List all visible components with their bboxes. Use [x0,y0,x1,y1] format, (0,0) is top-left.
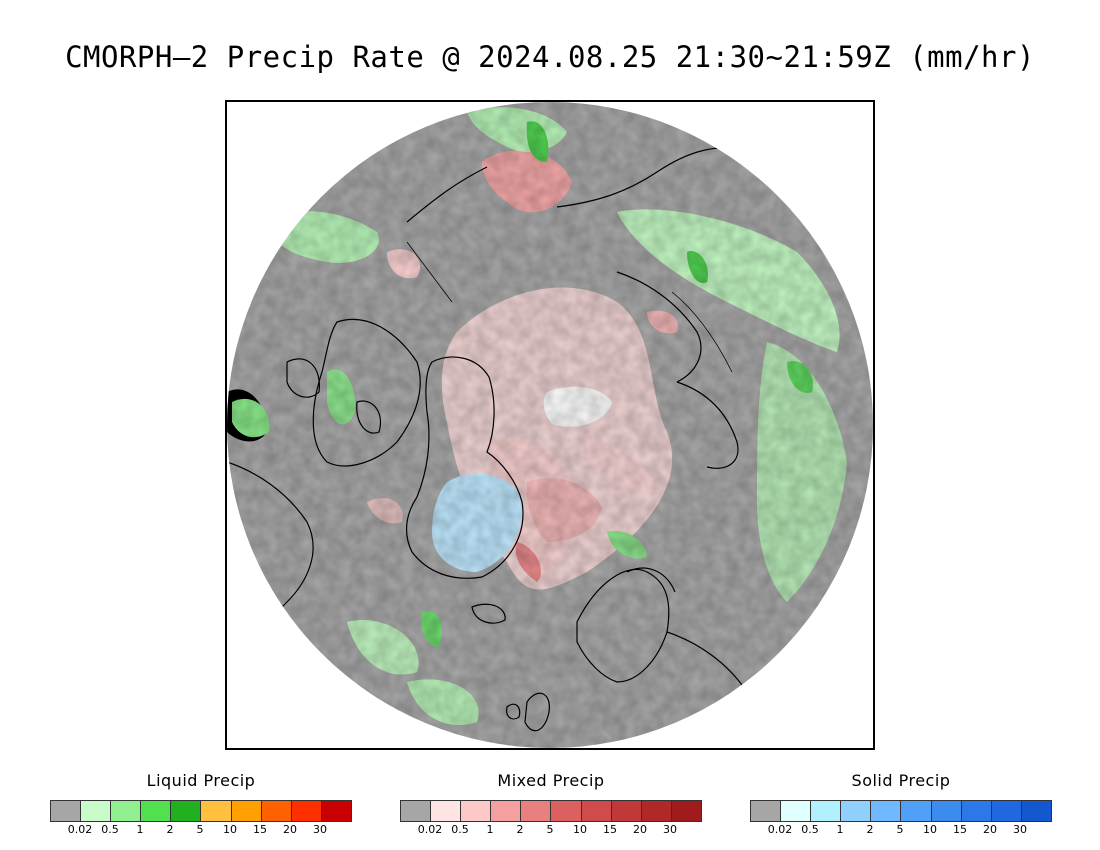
legend-swatch [781,801,812,821]
legend-swatch [901,801,932,821]
legend-swatch [931,801,962,821]
legend-swatch [991,801,1022,821]
legend-swatch [141,801,172,821]
legend-tick-label: 1 [486,823,494,836]
legend-tick-label: 30 [1013,823,1027,836]
legend-swatch [231,801,262,821]
color-bar [750,800,1052,822]
legend-solid-precip: Solid Precip 0.02 0.5 1 2 5 10 15 20 30 [750,770,1052,837]
tick-labels: 0.02 0.5 1 2 5 10 15 20 30 [750,823,1052,837]
legend-swatch [671,801,701,821]
legend-swatch [491,801,522,821]
legend-swatch [521,801,552,821]
legend-swatch [961,801,992,821]
tick-labels: 0.02 0.5 1 2 5 10 15 20 30 [50,823,352,837]
legend-title: Liquid Precip [146,771,256,790]
legend-tick-label: 10 [573,823,587,836]
legend-title: Solid Precip [851,771,951,790]
legend-swatch [81,801,112,821]
legend-swatch [641,801,672,821]
legend-tick-label: 1 [136,823,144,836]
legend-tick-label: 2 [516,823,524,836]
legend-tick-label: 30 [313,823,327,836]
legend-tick-label: 0.02 [67,823,93,836]
legend-swatch [611,801,642,821]
legend-swatch [751,801,782,821]
legend-swatch [461,801,492,821]
legend-swatch [551,801,582,821]
legend-tick-label: 20 [983,823,997,836]
legend-tick-label: 5 [196,823,204,836]
legend-tick-label: 10 [223,823,237,836]
legend-swatch [51,801,82,821]
legend-swatch [871,801,902,821]
legend-swatch [1021,801,1051,821]
legend-tick-label: 0.5 [101,823,119,836]
legend-tick-label: 15 [953,823,967,836]
legend-swatch [581,801,612,821]
legend-swatch [431,801,462,821]
legend-swatch [291,801,322,821]
legend-mixed-precip: Mixed Precip 0.02 0.5 1 2 5 10 15 20 30 [400,770,702,837]
color-bar [50,800,352,822]
legend-swatch [261,801,292,821]
legend-tick-label: 2 [866,823,874,836]
legend-liquid-precip: Liquid Precip 0.02 0.5 1 2 5 10 15 20 30 [50,770,352,837]
legend-tick-label: 5 [546,823,554,836]
legend-tick-label: 5 [896,823,904,836]
legend-tick-label: 15 [603,823,617,836]
legend-tick-label: 10 [923,823,937,836]
legend-tick-label: 30 [663,823,677,836]
legend-tick-label: 0.5 [801,823,819,836]
legend-swatch [201,801,232,821]
legend-tick-label: 20 [633,823,647,836]
page-title: CMORPH–2 Precip Rate @ 2024.08.25 21:30~… [65,40,1035,74]
legend-tick-label: 1 [836,823,844,836]
color-bar [400,800,702,822]
legend-swatch [811,801,842,821]
polar-map [225,100,875,750]
legend-swatch [171,801,202,821]
legend-swatch [111,801,142,821]
legend-swatch [841,801,872,821]
legend-tick-label: 15 [253,823,267,836]
legend-tick-label: 0.5 [451,823,469,836]
legend-title: Mixed Precip [497,771,605,790]
legend-tick-label: 2 [166,823,174,836]
legend-tick-label: 0.02 [767,823,793,836]
legend-swatch [321,801,351,821]
tick-labels: 0.02 0.5 1 2 5 10 15 20 30 [400,823,702,837]
precip-map-svg [227,102,873,748]
legend-swatch [401,801,432,821]
legend-tick-label: 20 [283,823,297,836]
legend-tick-label: 0.02 [417,823,443,836]
